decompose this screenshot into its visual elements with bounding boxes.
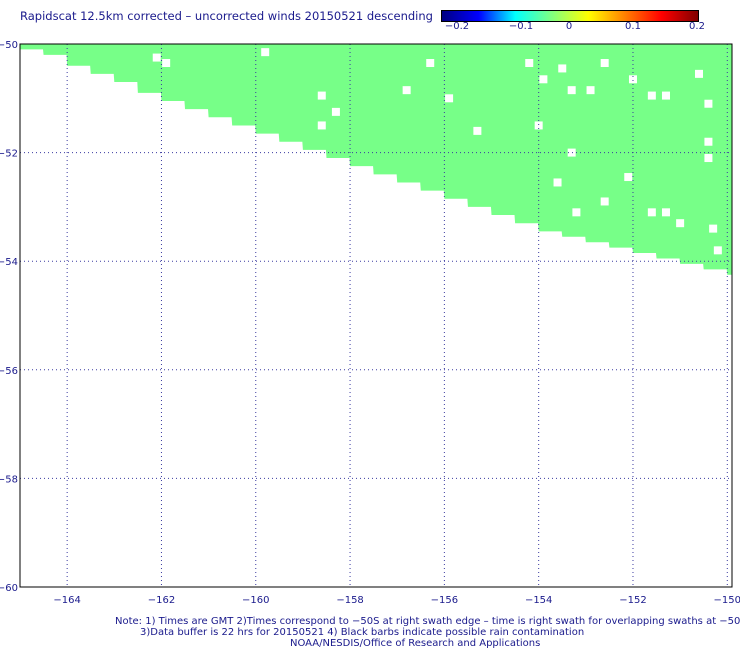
note-line-3: NOAA/NESDIS/Office of Research and Appli… xyxy=(290,638,541,649)
missing-data-cell xyxy=(676,219,685,228)
x-tick-label: −162 xyxy=(148,595,175,606)
missing-data-cell xyxy=(473,126,482,135)
missing-data-cell xyxy=(445,94,454,103)
y-tick-label: −52 xyxy=(0,149,18,160)
missing-data-cell xyxy=(567,148,576,157)
missing-data-cell xyxy=(426,59,435,68)
x-tick-label: −154 xyxy=(525,595,552,606)
missing-data-cell xyxy=(647,91,656,100)
missing-data-cell xyxy=(539,75,548,84)
missing-data-cell xyxy=(553,178,562,187)
colorbar-tick-label: −0.1 xyxy=(508,21,534,32)
x-tick-label: −150 xyxy=(714,595,740,606)
missing-data-cell xyxy=(704,154,713,163)
y-tick-label: −56 xyxy=(0,366,18,377)
missing-data-cell xyxy=(661,208,670,217)
missing-data-cell xyxy=(261,48,270,57)
y-tick-label: −50 xyxy=(0,40,18,51)
x-tick-label: −158 xyxy=(336,595,363,606)
colorbar-tick-label: 0 xyxy=(565,21,573,32)
missing-data-cell xyxy=(704,99,713,108)
chart-title: Rapidscat 12.5km corrected – uncorrected… xyxy=(20,9,433,23)
note-line-1: Note: 1) Times are GMT 2)Times correspon… xyxy=(115,616,740,627)
colorbar-tick-label: −0.2 xyxy=(444,21,470,32)
x-tick-label: −164 xyxy=(53,595,80,606)
missing-data-cell xyxy=(402,86,411,95)
colorbar-tick-label: 0.2 xyxy=(689,21,705,32)
missing-data-cell xyxy=(704,137,713,146)
missing-data-cell xyxy=(162,59,171,68)
missing-data-cell xyxy=(713,246,722,255)
missing-data-cell xyxy=(525,59,534,68)
note-line-2: 3)Data buffer is 22 hrs for 20150521 4) … xyxy=(140,627,585,638)
missing-data-cell xyxy=(567,86,576,95)
missing-data-cell xyxy=(572,208,581,217)
missing-data-cell xyxy=(558,64,567,73)
missing-data-cell xyxy=(317,121,326,130)
x-tick-label: −152 xyxy=(619,595,646,606)
x-tick-label: −160 xyxy=(242,595,269,606)
y-tick-label: −54 xyxy=(0,257,18,268)
missing-data-cell xyxy=(534,121,543,130)
missing-data-cell xyxy=(647,208,656,217)
missing-data-cell xyxy=(586,86,595,95)
swath-area xyxy=(20,44,732,275)
missing-data-cell xyxy=(694,69,703,78)
missing-data-cell xyxy=(661,91,670,100)
x-tick-label: −156 xyxy=(431,595,458,606)
missing-data-cell xyxy=(624,173,633,182)
plot-frame xyxy=(19,43,733,588)
missing-data-cell xyxy=(628,75,637,84)
missing-data-cell xyxy=(600,59,609,68)
colorbar-tick-label: 0.1 xyxy=(625,21,641,32)
y-tick-label: −58 xyxy=(0,474,18,485)
colorbar xyxy=(441,10,699,22)
missing-data-cell xyxy=(709,224,718,233)
missing-data-cell xyxy=(317,91,326,100)
missing-data-cell xyxy=(331,107,340,116)
y-tick-label: −60 xyxy=(0,583,18,594)
missing-data-cell xyxy=(152,53,161,62)
missing-data-cell xyxy=(600,197,609,206)
